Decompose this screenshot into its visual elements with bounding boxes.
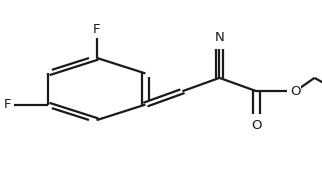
Text: F: F: [3, 98, 11, 111]
Text: N: N: [214, 31, 224, 44]
Text: O: O: [251, 119, 262, 132]
Text: O: O: [290, 85, 301, 98]
Text: F: F: [93, 23, 100, 36]
